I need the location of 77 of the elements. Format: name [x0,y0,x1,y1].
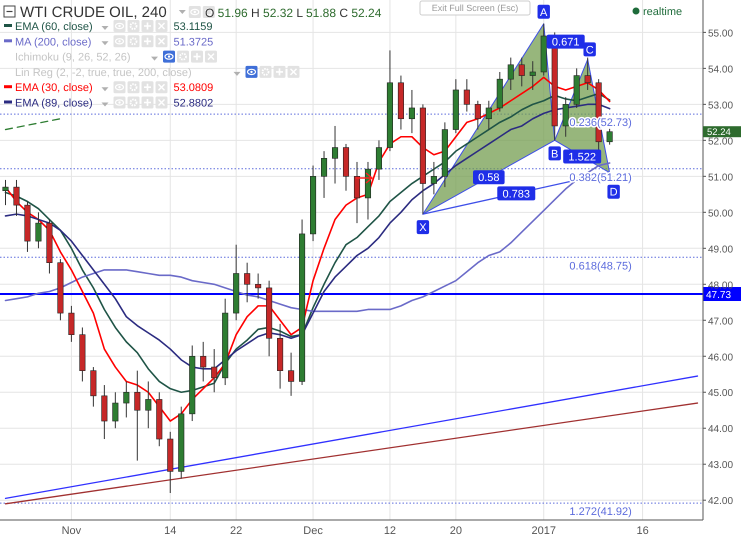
annotation: 0.671 [552,36,580,49]
y-tick-label: 44.00 [708,424,734,436]
candlestick [35,212,42,249]
text: 52.24 [707,127,731,138]
candlestick [255,272,262,300]
legend-label: EMA (30, close) [15,82,93,94]
annotation: 51.3725 [174,36,214,48]
y-tick-label: 45.00 [708,388,734,400]
candlestick [211,348,218,393]
y-tick-label: 47.00 [708,316,734,328]
candlestick [430,161,437,195]
y-tick-label: 43.00 [708,460,734,472]
y-tick-label: 46.00 [708,352,734,364]
annotation: 53.1159 [174,21,212,33]
y-tick-label: 51.00 [708,172,734,184]
x-tick-label: Dec [303,525,324,537]
candlestick [584,57,591,90]
annotation: 1.522 [568,152,596,164]
x-tick-label: 20 [450,525,462,537]
x-tick-label: 2017 [531,525,556,537]
x-tick-label: 14 [164,525,176,537]
y-tick-label: 52.00 [708,136,734,148]
legend-label: EMA (89, close) [15,98,93,110]
candlestick [354,161,360,224]
annotation: X [419,222,428,234]
candlestick [530,60,536,90]
annotation: C [586,44,594,56]
candlestick [562,96,569,138]
y-tick-label: 42.00 [708,496,734,508]
candlestick [244,262,250,303]
ref-line-label: 47.73 [706,290,732,302]
ref-line-label: 1.272(41.92) [569,506,632,518]
x-tick-label: 22 [230,525,242,537]
annotation: B [551,148,558,160]
candlestick [474,100,481,130]
x-tick-label: 12 [384,525,396,537]
candlestick [112,392,118,429]
candlestick [376,140,382,180]
annotation: 0.58 [478,172,500,184]
y-tick-label: 55.00 [708,28,734,40]
legend-label: EMA (60, close) [15,21,93,33]
candlestick [518,57,525,87]
candlestick [2,179,9,206]
candlestick [134,370,140,462]
x-tick-label: Nov [62,525,82,537]
annotation: 0.783 [502,188,530,200]
annotation: Exit Full Screen (Esc) [432,3,518,13]
y-tick-label: 54.00 [708,64,734,76]
candlestick [408,89,415,134]
annotation: A [540,6,548,19]
annotation: realtime [643,6,682,18]
candlestick [200,341,206,382]
text: O 51.96 H 52.32 L 51.88 C 52.24 [205,6,382,20]
ref-line-label: 0.618(48.75) [569,260,632,272]
candlestick [508,57,514,90]
y-tick-label: 49.00 [708,244,734,256]
annotation: D [610,186,618,199]
legend-label: MA (200, close) [15,36,92,48]
candlestick [288,352,294,396]
y-tick-label: 53.00 [708,100,734,112]
ref-line-label: 0.236(52.73) [569,117,632,130]
chart-title: WTI CRUDE OIL, 240 [20,4,167,21]
annotation: Lin Reg (2, -2, true, true, 200, close) [15,66,192,79]
candlestick [486,100,492,130]
candlestick [13,179,20,216]
candlestick [320,150,328,198]
candlestick [606,128,613,146]
y-tick-label: 50.00 [708,208,734,220]
annotation: Ichimoku (9, 26, 52, 26) [15,52,131,64]
candlestick [332,125,338,184]
annotation: 53.0809 [174,82,214,94]
candlestick [123,380,130,418]
candlestick [464,78,470,112]
annotation: 52.8802 [174,98,214,110]
candlestick [68,305,74,342]
candlestick [145,380,152,429]
x-tick-label: 16 [636,525,649,537]
